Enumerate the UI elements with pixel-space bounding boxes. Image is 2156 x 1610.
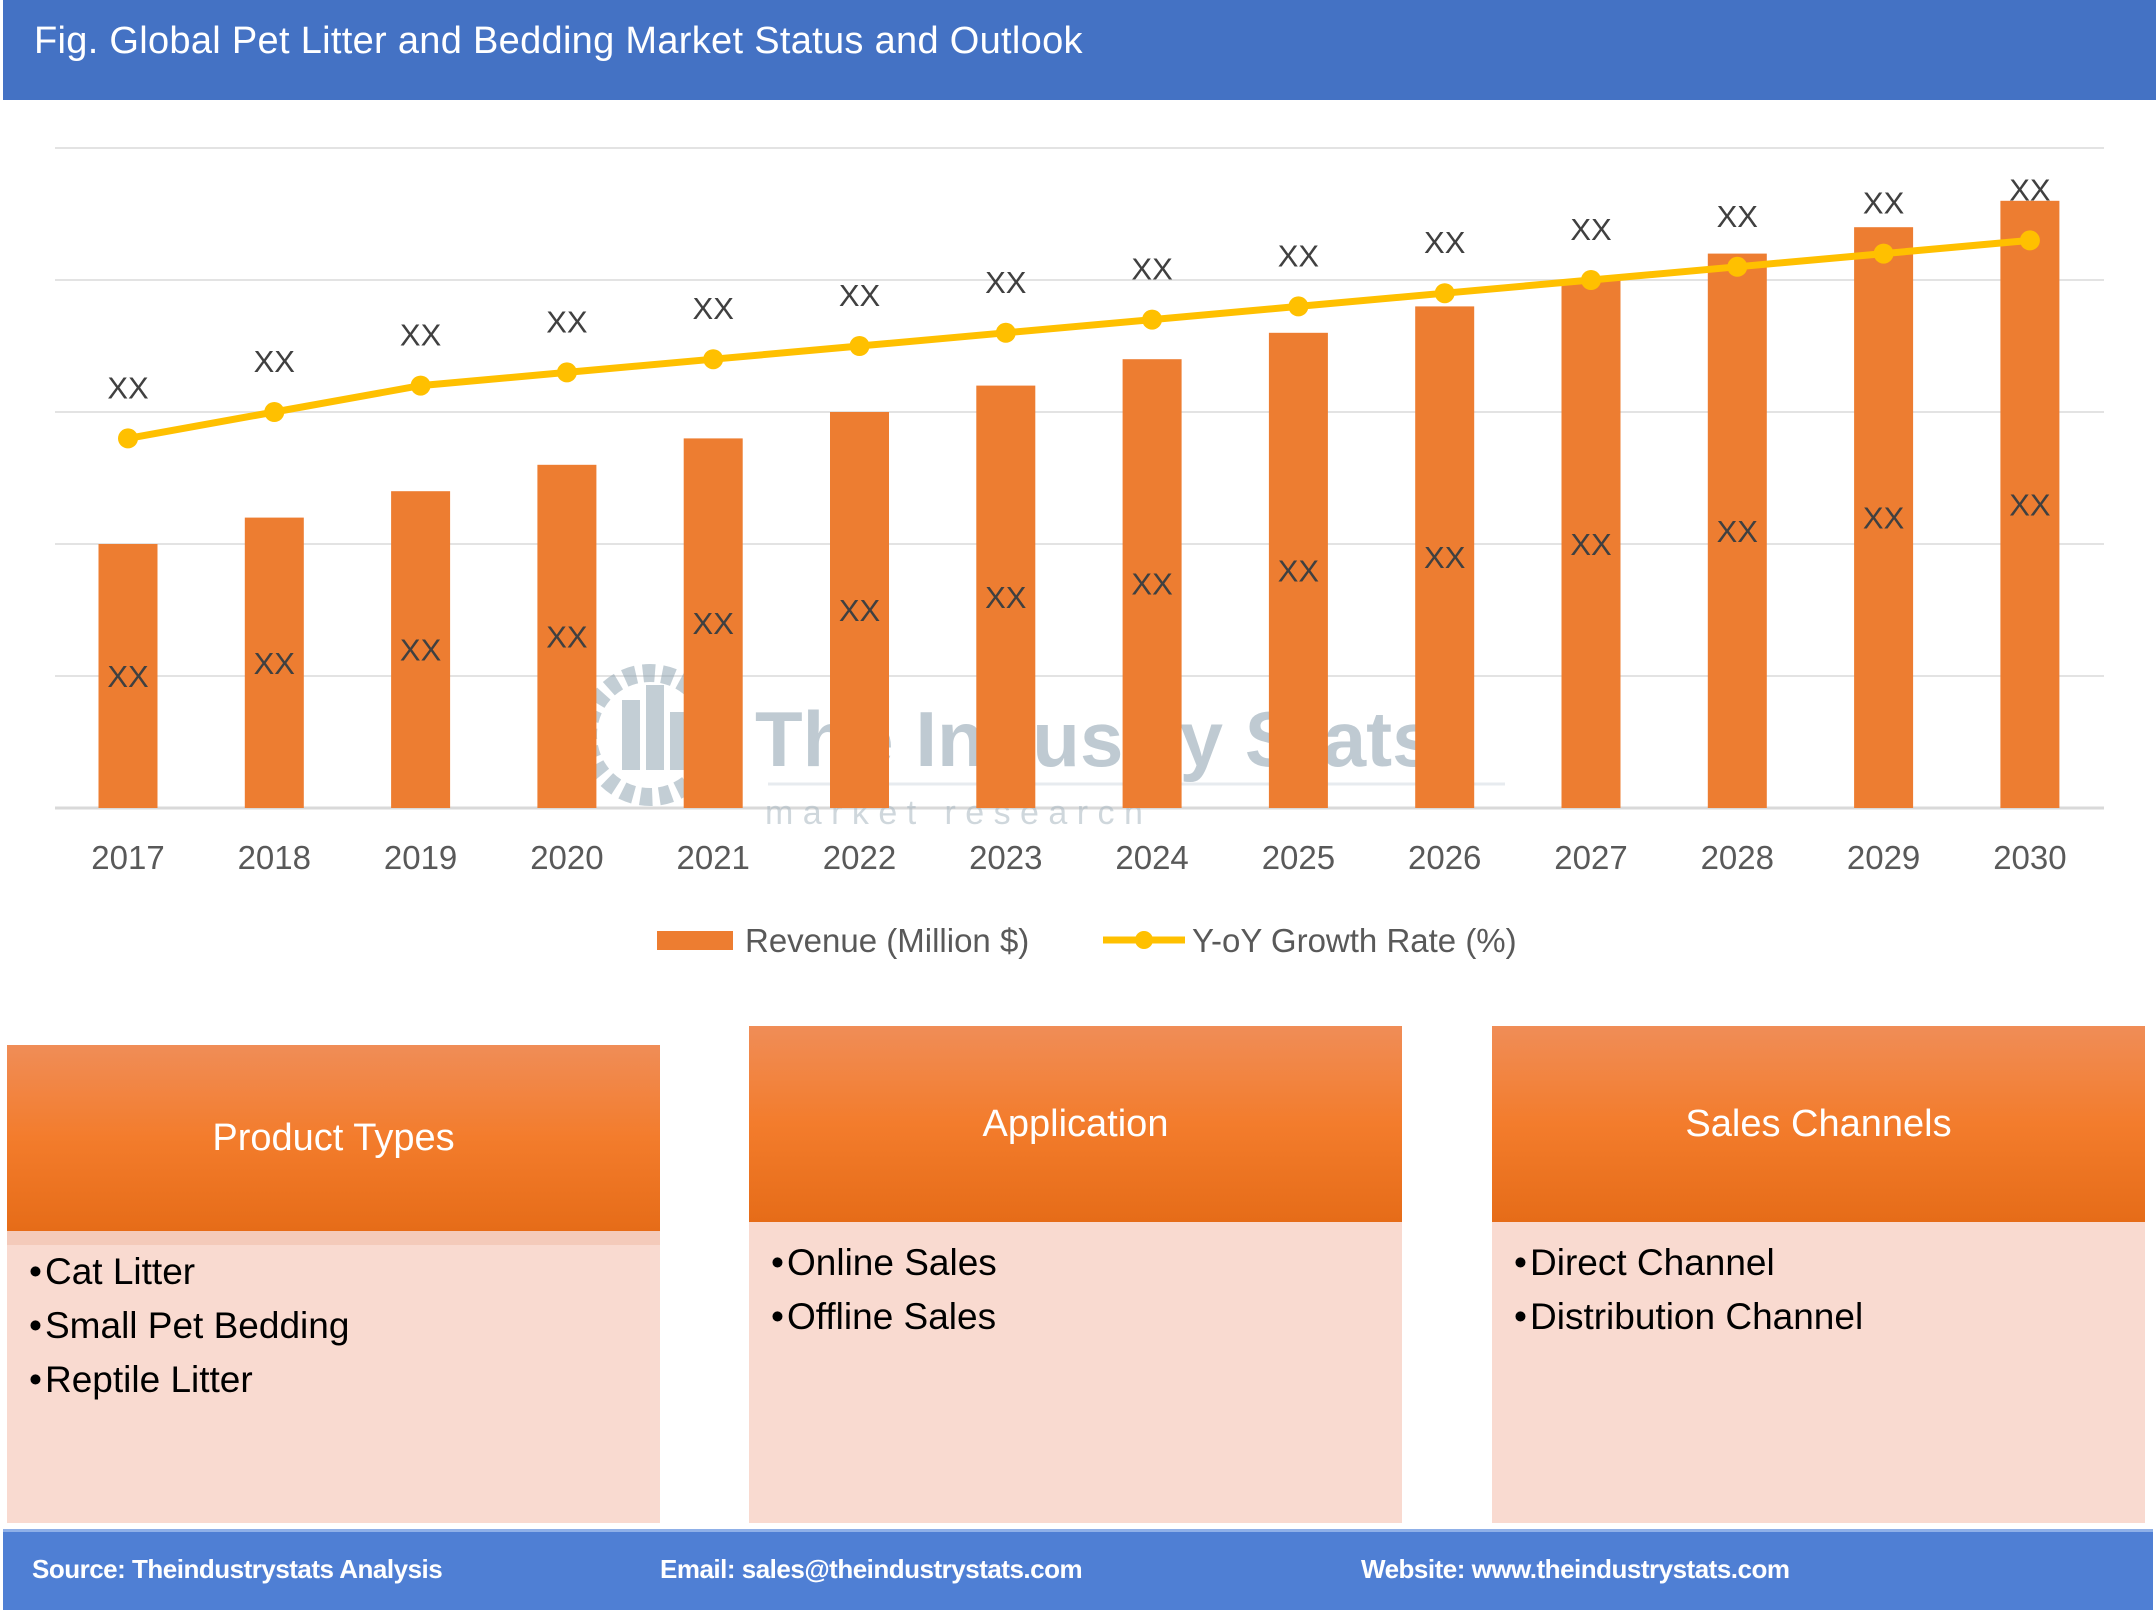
x-tick-label: 2018 [238,839,311,876]
x-tick-label: 2028 [1701,839,1774,876]
bar-data-label: XX [1717,514,1759,549]
line-data-label: XX [400,318,442,353]
x-tick-label: 2029 [1847,839,1920,876]
x-tick-label: 2023 [969,839,1042,876]
bar-revenue-2018 [244,517,304,808]
bar-revenue-2026 [1415,306,1475,808]
growth-point-2029 [1873,243,1894,264]
x-tick-label: 2021 [676,839,749,876]
growth-point-2017 [118,428,138,449]
list-item: •Distribution Channel [1514,1296,1864,1337]
bar-revenue-2017 [98,544,158,808]
x-tick-label: 2020 [530,839,603,876]
growth-point-2027 [1581,270,1601,290]
footer-email[interactable]: Email: sales@theindustrystats.com [660,1554,1083,1584]
list-item: •Online Sales [771,1242,997,1283]
bar-revenue-2029 [1854,227,1914,808]
revenue-growth-chart: The Industry Stats m a r k e t r e s e a… [55,147,2104,959]
list-item: •Reptile Litter [29,1359,253,1400]
growth-point-2021 [703,349,724,370]
list-item: •Offline Sales [771,1296,997,1337]
segment-card-sales-channels: Sales Channels •Direct Channel •Distribu… [1492,1026,2145,1523]
bar-data-label: XX [400,633,442,668]
growth-point-2018 [264,402,285,422]
x-tick-label: 2025 [1262,839,1335,876]
page-title: Fig. Global Pet Litter and Bedding Marke… [34,20,1083,62]
bar-revenue-2021 [683,438,743,808]
line-data-label: XX [1131,252,1173,287]
x-tick-label: 2017 [91,839,164,876]
bar-revenue-2020 [537,464,597,808]
growth-point-2025 [1288,296,1309,317]
legend-label-growth: Y-oY Growth Rate (%) [1192,922,1517,959]
title-banner [3,0,2156,100]
bar-revenue-2027 [1561,280,1621,808]
segment-title: Product Types [7,1045,660,1231]
footer-source: Source: Theindustrystats Analysis [32,1554,443,1584]
bar-data-label: XX [254,646,296,681]
line-data-label: XX [254,344,296,379]
segment-card-application: Application •Online Sales •Offline Sales [749,1026,1402,1523]
bar-data-label: XX [985,580,1027,615]
segment-card-product-types: Product Types •Cat Litter •Small Pet Bed… [7,1045,660,1523]
line-data-label: XX [546,304,588,339]
line-data-label: XX [1717,199,1759,234]
x-tick-label: 2024 [1115,839,1188,876]
list-item: •Direct Channel [1514,1242,1775,1283]
x-tick-label: 2030 [1993,839,2066,876]
bar-data-label: XX [1570,527,1612,562]
growth-point-2030 [2019,230,2040,251]
growth-point-2024 [1142,309,1163,330]
bar-data-label: XX [1131,567,1173,602]
x-tick-label: 2022 [823,839,896,876]
x-tick-label: 2019 [384,839,457,876]
x-tick-label: 2026 [1408,839,1481,876]
growth-point-2020 [556,362,577,383]
bar-revenue-2022 [830,412,889,808]
footer-website[interactable]: Website: www.theindustrystats.com [1361,1554,1790,1584]
bar-revenue-2019 [391,491,451,808]
line-data-label: XX [1570,212,1612,247]
legend-label-revenue: Revenue (Million $) [745,922,1029,959]
bar-data-label: XX [693,606,735,641]
line-data-label: XX [1863,186,1905,221]
legend-swatch-revenue [657,931,733,950]
bar-revenue-2028 [1707,253,1767,809]
bar-data-label: XX [839,593,881,628]
segment-title: Sales Channels [1492,1026,2145,1222]
bar-revenue-2025 [1268,332,1328,808]
line-data-label: XX [839,278,881,313]
list-item: •Cat Litter [29,1251,196,1292]
growth-point-2026 [1434,283,1455,304]
line-data-label: XX [107,370,149,405]
bar-revenue-2024 [1122,359,1182,808]
growth-rate-line [127,236,2031,442]
bar-revenue-2023 [976,385,1036,808]
x-tick-label: 2027 [1554,839,1627,876]
chart-legend: Revenue (Million $) Y-oY Growth Rate (%) [657,922,1517,959]
watermark-tagline: m a r k e t r e s e a r c h [765,794,1143,832]
segment-title: Application [749,1026,1402,1222]
bar-data-label: XX [1863,501,1905,536]
growth-point-2022 [849,336,870,356]
footer-bar: Source: Theindustrystats Analysis Email:… [3,1529,2153,1610]
bar-revenue-2030 [2000,200,2060,809]
bar-data-label: XX [1278,553,1320,588]
bar-data-label: XX [107,659,149,694]
growth-point-2023 [995,322,1016,343]
growth-point-2028 [1727,256,1748,277]
bar-data-label: XX [546,619,588,654]
line-data-label: XX [2009,172,2051,207]
growth-point-2019 [410,375,431,396]
line-data-label: XX [985,265,1027,300]
bar-data-label: XX [2009,487,2051,522]
line-data-label: XX [1278,238,1320,273]
line-data-label: XX [1424,225,1466,260]
line-data-label: XX [693,291,735,326]
list-item: •Small Pet Bedding [29,1305,350,1346]
bar-data-label: XX [1424,540,1466,575]
